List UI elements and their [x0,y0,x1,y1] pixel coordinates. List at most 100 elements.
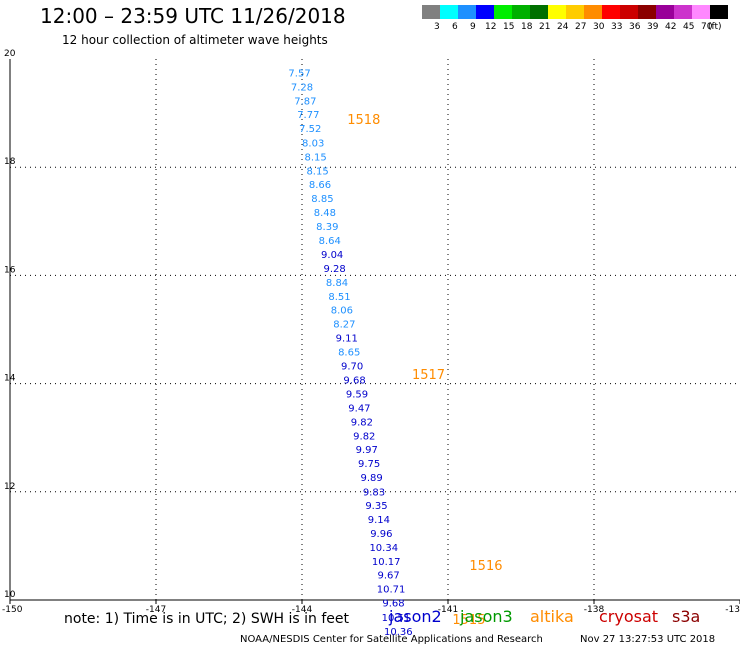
wave-height-label: 10.34 [369,543,398,554]
color-swatch [638,5,656,19]
wave-height-label: 9.75 [358,459,380,470]
satellite-legend-jason2: jason2 [389,607,442,626]
wave-height-label: 10.36 [384,627,413,638]
time-label: 1517 [412,368,445,383]
satellite-legend-altika: altika [530,607,574,626]
color-swatch [656,5,674,19]
wave-height-label: 9.35 [365,501,387,512]
wave-height-label: 7.28 [291,83,313,94]
wave-height-label: 8.03 [302,138,324,149]
wave-height-label: 9.11 [336,334,358,345]
color-swatch [584,5,602,19]
wave-height-label: 8.64 [319,236,341,247]
wave-height-label: 7.77 [297,110,319,121]
wave-height-label: 9.68 [382,599,404,610]
color-swatch [530,5,548,19]
footnote: note: 1) Time is in UTC; 2) SWH is in fe… [64,611,350,627]
color-scale-unit: (ft) [708,22,722,32]
color-scale-label: 70 [701,22,713,32]
wave-height-label: 8.48 [314,208,336,219]
color-scale-label: 33 [611,22,623,32]
wave-height-label: 9.97 [356,445,378,456]
color-swatch [458,5,476,19]
color-scale-label: 24 [557,22,569,32]
wave-height-label: 9.14 [368,515,390,526]
color-scale-label: 6 [452,22,458,32]
wave-height-label: 10.51 [382,613,411,624]
wave-height-label: 8.65 [338,348,360,359]
y-tick-label: 14 [4,374,16,384]
x-tick-label: -147 [146,605,166,615]
wave-height-label: 9.47 [348,403,370,414]
wave-height-label: 9.68 [343,375,365,386]
color-scale-label: 9 [470,22,476,32]
color-swatch [602,5,620,19]
color-scale-label: 3 [434,22,440,32]
wave-height-label: 8.84 [326,278,348,289]
color-scale-label: 39 [647,22,659,32]
wave-height-label: 8.15 [306,166,328,177]
color-scale-label: 27 [575,22,587,32]
wave-height-label: 9.59 [346,389,368,400]
color-swatch [692,5,710,19]
y-tick-label: 20 [4,49,16,59]
generation-timestamp: Nov 27 13:27:53 UTC 2018 [580,634,716,645]
credit-line: NOAA/NESDIS Center for Satellite Applica… [240,634,543,645]
wave-height-label: 8.27 [333,320,355,331]
wave-height-label: 8.85 [311,194,333,205]
color-swatch [710,5,728,19]
x-tick-label: -144 [292,605,313,615]
wave-height-label: 7.87 [294,97,316,108]
wave-height-label: 7.52 [299,124,321,135]
x-tick-label: -13 [725,605,740,615]
wave-height-label: 8.15 [304,152,326,163]
wave-height-label: 9.96 [370,529,392,540]
y-tick-label: 16 [4,265,16,275]
y-tick-label: 10 [4,590,16,600]
time-label: 1515 [452,613,485,628]
color-swatch [440,5,458,19]
wave-height-label: 9.67 [377,571,399,582]
color-swatch [512,5,530,19]
wave-height-label: 10.17 [372,557,401,568]
x-tick-label: -150 [2,605,23,615]
time-label: 1516 [469,559,502,574]
wave-height-label: 9.89 [360,473,382,484]
wave-height-label: 8.06 [331,305,353,316]
y-tick-label: 18 [4,157,16,167]
color-scale-label: 15 [503,22,515,32]
color-swatch [494,5,512,19]
x-tick-label: -138 [584,605,605,615]
wave-height-label: 9.83 [363,487,385,498]
color-scale-label: 42 [665,22,677,32]
wave-height-label: 9.82 [353,432,375,443]
satellite-legend-s3a: s3a [672,607,701,626]
color-swatch [476,5,494,19]
x-tick-label: -141 [438,605,458,615]
satellite-legend-cryosat: cryosat [599,607,659,626]
time-label: 1518 [347,113,380,128]
color-swatch [620,5,638,19]
color-scale-label: 36 [629,22,641,32]
wave-height-label: 9.82 [351,417,373,428]
color-scale-label: 21 [539,22,551,32]
wave-height-label: 9.04 [321,250,343,261]
wave-height-label: 10.71 [377,585,406,596]
wave-height-label: 9.28 [323,264,345,275]
wave-height-label: 9.70 [341,362,363,373]
color-swatch [422,5,440,19]
color-swatch [566,5,584,19]
wave-height-label: 8.51 [328,292,350,303]
wave-height-label: 7.57 [288,69,310,80]
color-scale-label: 18 [521,22,533,32]
color-scale-label: 30 [593,22,605,32]
color-swatch [674,5,692,19]
chart-subtitle: 12 hour collection of altimeter wave hei… [62,33,328,47]
color-scale-label: 45 [683,22,695,32]
y-tick-label: 12 [4,482,15,492]
wave-height-label: 8.39 [316,222,338,233]
color-swatch [548,5,566,19]
color-scale-label: 12 [485,22,497,32]
wave-height-label: 8.66 [309,180,331,191]
